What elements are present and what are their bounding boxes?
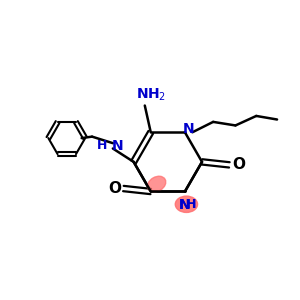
Text: H: H <box>186 198 197 212</box>
Ellipse shape <box>148 176 166 192</box>
Text: H: H <box>186 198 197 212</box>
Text: N: N <box>179 198 191 212</box>
Text: H: H <box>97 139 107 152</box>
Text: N: N <box>179 198 191 212</box>
Text: N: N <box>111 139 123 152</box>
Text: O: O <box>232 158 245 172</box>
Text: O: O <box>108 181 121 196</box>
Ellipse shape <box>175 196 198 212</box>
Text: NH$_2$: NH$_2$ <box>136 87 166 103</box>
Text: N: N <box>183 122 194 136</box>
